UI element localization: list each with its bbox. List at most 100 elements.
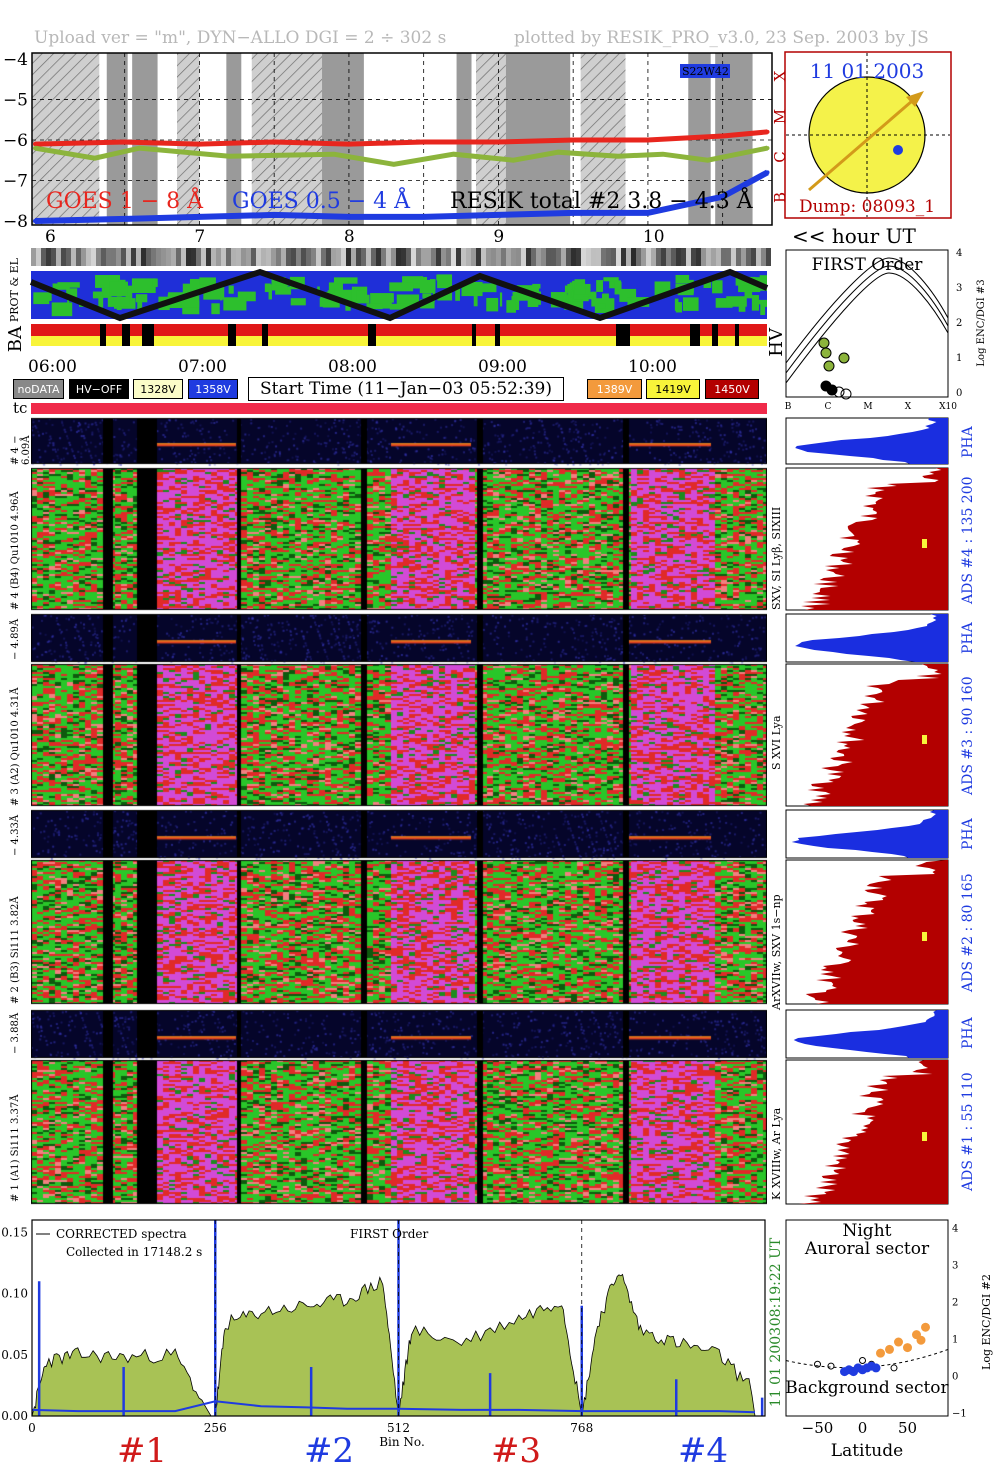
- gray-band-cell: [86, 248, 91, 266]
- prot-band-cell: [131, 278, 156, 293]
- hour-tick: 7: [194, 227, 206, 247]
- prot-band-cell: [677, 287, 694, 296]
- threshold-marker: [922, 1132, 927, 1141]
- legend-hv-off: HV−OFF: [69, 379, 129, 399]
- gray-band-cell: [311, 248, 316, 266]
- gray-band-cell: [116, 248, 121, 266]
- gray-band-cell: [136, 248, 141, 266]
- gray-band-cell: [391, 248, 396, 266]
- prot-band-cell: [574, 279, 586, 295]
- prot-band-cell: [396, 294, 420, 307]
- gray-band-cell: [676, 248, 681, 266]
- eclipse-shade: [32, 53, 50, 225]
- ba-band-red: [31, 324, 767, 336]
- prot-band-cell: [356, 290, 365, 302]
- eclipse-shade: [476, 53, 506, 225]
- prot-band-cell: [760, 300, 766, 316]
- prot-band-cell: [715, 298, 733, 308]
- gray-band-cell: [431, 248, 436, 266]
- sun-date: 11 01 2003: [810, 59, 925, 83]
- first-order-point: [826, 384, 838, 396]
- goes-long-label: GOES 1 − 8 Å: [46, 186, 204, 214]
- first-order-ytick: 2: [956, 318, 962, 329]
- prot-band-cell: [738, 303, 746, 312]
- prot-band-cell: [223, 297, 247, 311]
- time-tick: 09:00: [478, 357, 527, 377]
- spectrum-xlabel: Bin No.: [379, 1435, 425, 1449]
- first-order-point: [818, 337, 830, 349]
- prot-band-cell: [152, 278, 158, 287]
- gray-band-cell: [91, 248, 96, 266]
- prot-band-cell: [211, 303, 220, 315]
- prot-band-cell: [137, 298, 143, 310]
- ads-histogram: [805, 860, 948, 1004]
- prot-band-cell: [455, 287, 460, 301]
- gray-band-cell: [151, 248, 156, 266]
- prot-band-cell: [596, 280, 604, 292]
- gray-band-cell: [396, 248, 401, 266]
- goes-point: [122, 140, 127, 145]
- gray-band-cell: [156, 248, 161, 266]
- gray-band-cell: [521, 248, 526, 266]
- prot-band-cell: [477, 283, 497, 293]
- gray-band-cell: [371, 248, 376, 266]
- gray-band-cell: [686, 248, 691, 266]
- gray-band-cell: [606, 248, 611, 266]
- gray-band-cell: [691, 248, 696, 266]
- gray-band-cell: [741, 248, 746, 266]
- prot-band-cell: [499, 292, 503, 307]
- first-order-ytick: 1: [956, 353, 962, 364]
- hour-tick: 9: [493, 227, 505, 247]
- prot-band-cell: [603, 277, 619, 282]
- gray-band-cell: [581, 248, 586, 266]
- gray-band-cell: [586, 248, 591, 266]
- first-order-xtick: M: [863, 402, 872, 412]
- gray-band-cell: [641, 248, 646, 266]
- prot-band-cell: [107, 296, 130, 307]
- gray-band-cell: [481, 248, 486, 266]
- gray-band-cell: [416, 248, 421, 266]
- ads2-label: ADS #2 : 80 165: [960, 873, 976, 993]
- gray-band-cell: [536, 248, 541, 266]
- gray-band-cell: [66, 248, 71, 266]
- pha4-label: PHA: [960, 426, 976, 459]
- auroral-point: [916, 1335, 926, 1345]
- gray-band-cell: [316, 248, 321, 266]
- sun-disk-panel: 11 01 2003 Dump: 08093_1: [784, 51, 952, 219]
- ba-band-gap: [472, 324, 476, 346]
- header-upload-info: Upload ver = "m", DYN−ALLO DGI = 2 ÷ 302…: [34, 28, 447, 48]
- gray-band-cell: [186, 248, 191, 266]
- ba-band-gap: [122, 324, 130, 346]
- gray-band-cell: [556, 248, 561, 266]
- prot-band-cell: [675, 274, 690, 284]
- prot-band-cell: [703, 280, 712, 289]
- prot-band-cell: [92, 291, 104, 299]
- gray-band-cell: [306, 248, 311, 266]
- spectrum-background-line: [31, 1400, 756, 1414]
- gray-band-cell: [321, 248, 326, 266]
- gray-band-cell: [301, 248, 306, 266]
- goes-point: [346, 214, 351, 219]
- first-order-point: [833, 386, 845, 398]
- gray-band-cell: [436, 248, 441, 266]
- header-plotted-by: plotted by RESIK_PRO_v3.0, 23 Sep. 2003 …: [514, 28, 929, 48]
- goes-point: [197, 142, 202, 147]
- gray-band-cell: [366, 248, 371, 266]
- ba-band-gap: [142, 324, 154, 346]
- gray-band-cell: [761, 248, 766, 266]
- goes-point: [272, 212, 277, 217]
- gray-band-cell: [286, 248, 291, 266]
- goes-class-label: M: [771, 109, 785, 124]
- spectrum-channel-label: #4: [678, 1431, 728, 1471]
- latitude-point-open: [859, 1357, 866, 1365]
- ads4-lines: SXV, SI Lyβ, SIXIII: [770, 506, 783, 610]
- first-order-point: [840, 388, 852, 400]
- pha1-label: PHA: [960, 1017, 976, 1049]
- gray-band-cell: [181, 248, 186, 266]
- gray-band-cell: [666, 248, 671, 266]
- goes-point: [197, 214, 202, 219]
- gray-band-cell: [631, 248, 636, 266]
- prot-band-cell: [389, 303, 412, 310]
- gray-band-cell: [711, 248, 716, 266]
- prot-band-cell: [366, 303, 383, 310]
